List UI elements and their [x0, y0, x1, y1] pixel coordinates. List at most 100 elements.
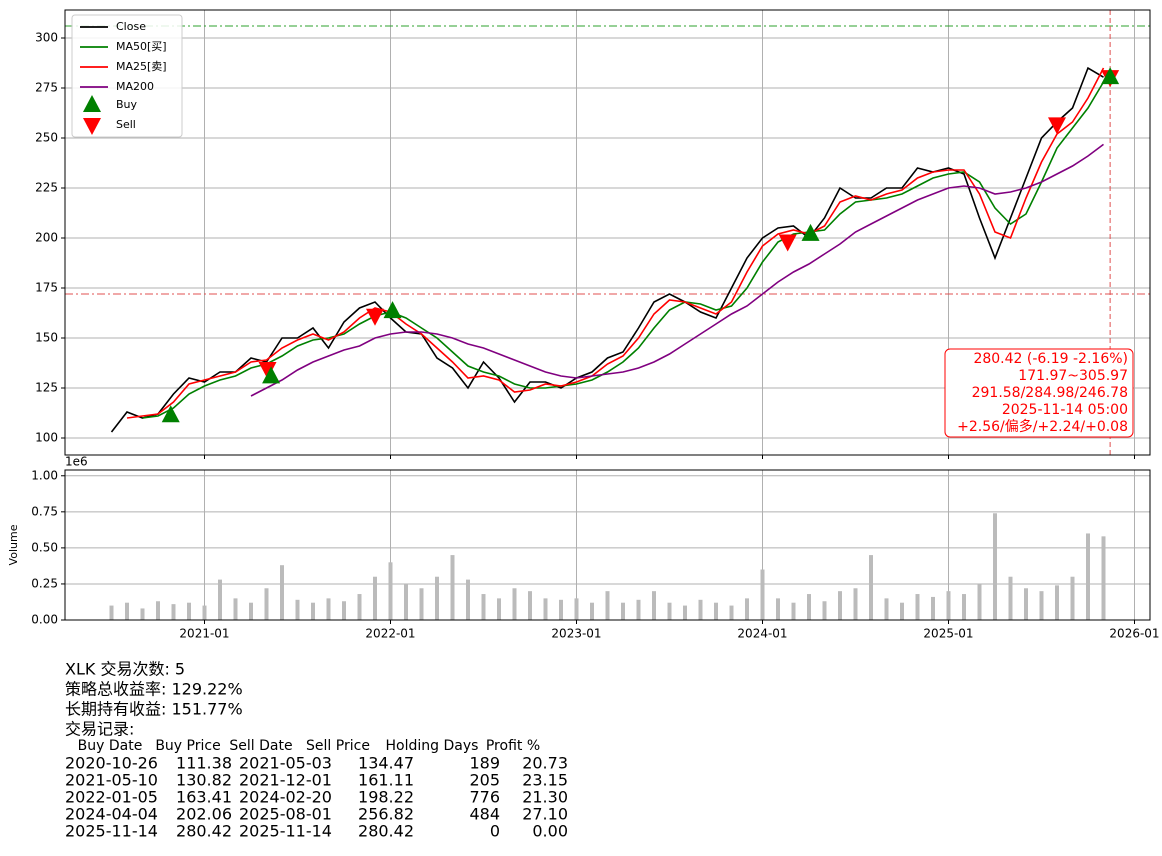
table-cell: 2021-05-10 [65, 771, 158, 790]
annotation-text: 171.97~305.97 [1018, 368, 1128, 384]
legend-label: MA50[买] [116, 40, 167, 53]
y-tick-label: 150 [35, 331, 58, 345]
legend-label: MA200 [116, 80, 154, 93]
volume-bar [900, 602, 904, 620]
y-tick-label: 125 [35, 381, 58, 395]
table-cell: 161.11 [358, 771, 414, 790]
volume-bar [202, 605, 207, 620]
axes-frame [64, 469, 1151, 621]
sell-marker [366, 308, 384, 326]
table-cell: 2020-10-26 [65, 754, 158, 773]
volume-bar [838, 591, 842, 620]
table-cell: 198.22 [358, 788, 414, 807]
legend-label: Close [116, 20, 146, 33]
volume-bar [962, 594, 966, 620]
volume-bar [109, 605, 114, 620]
y-tick-label: 0.50 [31, 540, 58, 554]
table-cell: 2021-12-01 [239, 771, 332, 790]
table-cell: 130.82 [176, 771, 232, 790]
offset-label: 1e6 [65, 455, 88, 469]
volume-bar [187, 602, 191, 620]
volume-bar [683, 605, 687, 620]
table-cell: 776 [469, 788, 500, 807]
table-cell: 202.06 [176, 805, 232, 824]
volume-bar [667, 602, 672, 620]
annotation-box [944, 348, 1134, 438]
sell-marker [258, 362, 277, 380]
volume-bar [884, 598, 889, 620]
legend-swatch [83, 118, 101, 135]
x-tick-label: 2021-01 [179, 627, 229, 641]
volume-bar [1055, 585, 1059, 620]
table-cell: 280.42 [358, 822, 414, 841]
volume-bar [977, 583, 982, 620]
volume-bar [776, 598, 780, 620]
sell-marker [778, 234, 797, 252]
volume-bar [326, 598, 331, 620]
table-cell: 280.42 [176, 822, 232, 841]
volume-bar [993, 513, 997, 620]
y-tick-label: 0.75 [31, 504, 58, 518]
y-tick-label: 175 [35, 281, 58, 295]
volume-bar [543, 598, 548, 620]
volume-bar [1101, 536, 1106, 620]
volume-bar [1039, 591, 1044, 620]
legend-swatch [83, 95, 101, 112]
x-tick-label: 2026-01 [1109, 627, 1159, 641]
volume-bar [357, 594, 362, 620]
annotation-text: 2025-11-14 05:00 [1002, 402, 1128, 418]
table-header: Holding Days [386, 738, 479, 754]
y-tick-label: 0.00 [31, 613, 58, 627]
legend-box [71, 14, 183, 138]
volume-bar [559, 599, 563, 620]
volume-bar [621, 602, 625, 620]
volume-bar [807, 594, 811, 620]
volume-bar [373, 576, 377, 620]
volume-bar [295, 599, 300, 620]
volume-bar [280, 565, 284, 620]
volume-bar [311, 602, 315, 620]
buy-marker [801, 223, 820, 241]
series-line [126, 67, 1105, 419]
volume-bar [388, 562, 393, 620]
y-tick-label: 1.00 [31, 468, 58, 482]
buy-marker [383, 301, 402, 319]
legend-label: MA25[卖] [116, 60, 167, 73]
table-header: Profit % [486, 738, 540, 754]
table-cell: 2021-05-03 [239, 754, 332, 773]
table-cell: 2024-04-04 [65, 805, 158, 824]
volume-bar [404, 583, 408, 620]
table-cell: 484 [469, 805, 500, 824]
volume-bar [714, 602, 718, 620]
volume-bar [652, 591, 656, 620]
annotation-text: +2.56/偏多/+2.24/+0.08 [957, 418, 1128, 435]
volume-bar [1070, 576, 1075, 620]
volume-bar [435, 576, 439, 620]
summary-line: 交易记录: [65, 720, 134, 739]
volume-bar [745, 598, 749, 620]
x-tick-label: 2024-01 [737, 627, 787, 641]
buy-marker [1101, 67, 1120, 85]
volume-bar [590, 602, 594, 620]
y-tick-label: 200 [35, 231, 58, 245]
table-header: Buy Price [155, 738, 220, 754]
table-cell: 23.15 [522, 771, 568, 790]
volume-bar [125, 602, 129, 620]
volume-bar [729, 605, 734, 620]
table-header: Sell Date [229, 738, 292, 754]
legend-label: Sell [116, 118, 136, 131]
summary-line: 长期持有收益: 151.77% [65, 700, 243, 719]
table-header: Buy Date [78, 738, 143, 754]
y-tick-label: 0.25 [31, 576, 58, 590]
table-cell: 163.41 [176, 788, 232, 807]
volume-bar [636, 599, 641, 620]
summary-line: XLK 交易次数: 5 [65, 660, 185, 679]
table-cell: 0 [490, 822, 500, 841]
table-header: Sell Price [306, 738, 370, 754]
y-tick-label: 275 [35, 81, 58, 95]
volume-bar [512, 588, 517, 620]
table-cell: 205 [469, 771, 500, 790]
y-tick-label: 225 [35, 181, 58, 195]
table-cell: 20.73 [522, 754, 568, 773]
table-cell: 111.38 [176, 754, 232, 773]
